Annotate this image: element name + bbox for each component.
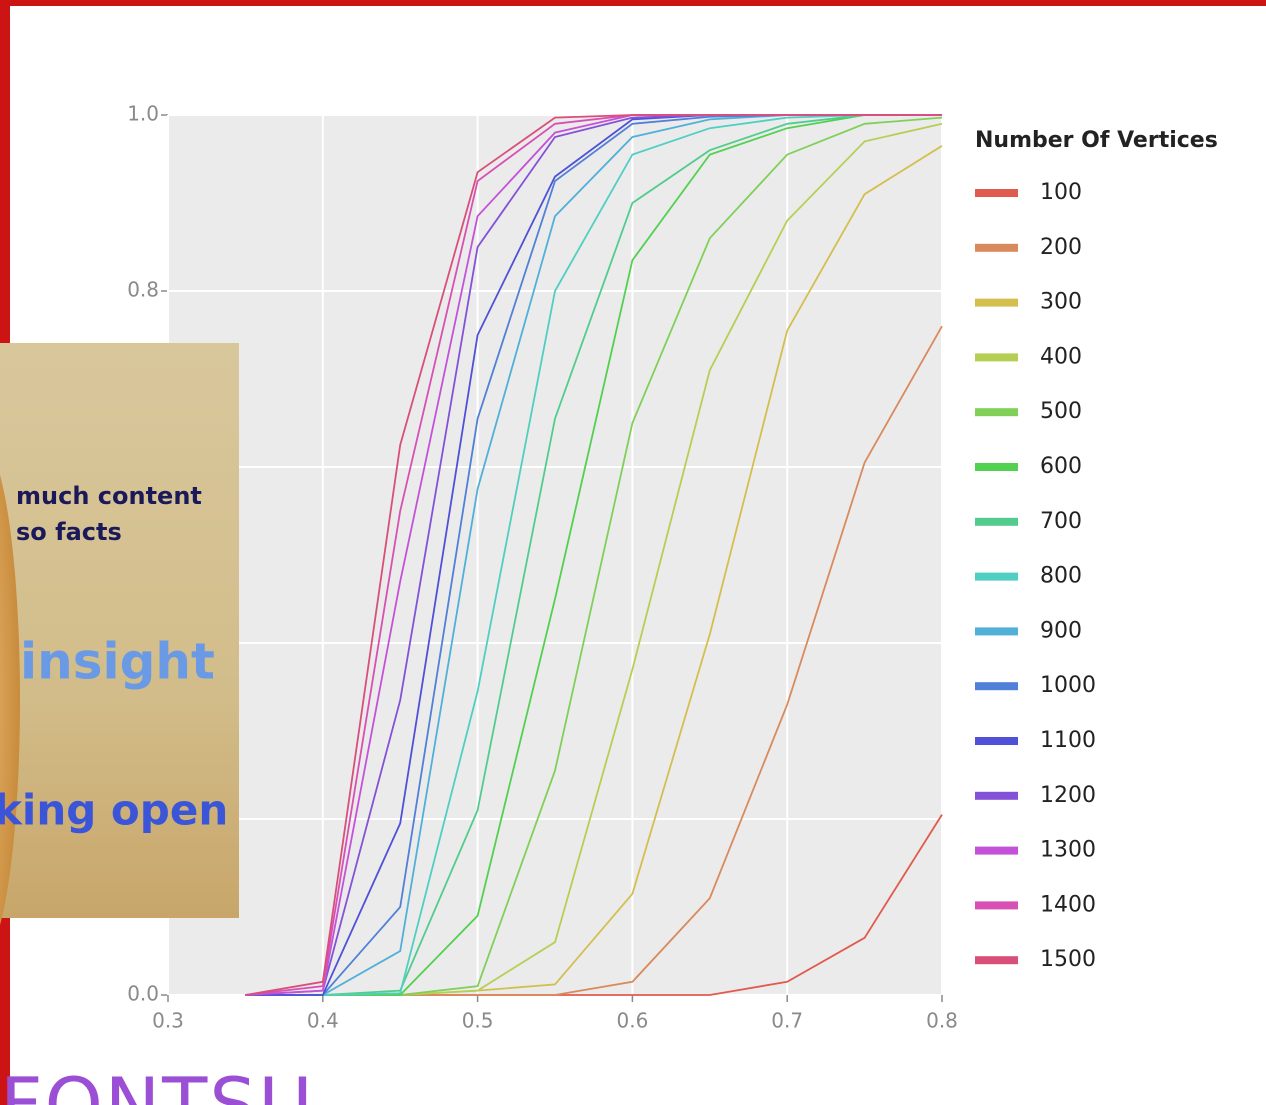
legend-label: 1300 (1040, 838, 1096, 863)
legend-label: 200 (1040, 235, 1082, 260)
caption: king open (0, 786, 228, 835)
legend-label: 1200 (1040, 783, 1096, 808)
legend-swatch (975, 189, 1018, 197)
legend-label: 400 (1040, 344, 1082, 369)
legend-swatch (975, 791, 1018, 800)
legend-swatch (975, 682, 1018, 691)
x-tick-label: 0.5 (462, 1009, 494, 1033)
caption: much content (16, 482, 202, 510)
x-tick-label: 0.3 (152, 1009, 184, 1033)
footer-text: FONTSU (0, 1063, 315, 1105)
legend-swatch (975, 408, 1018, 417)
x-tick-label: 0.4 (307, 1009, 339, 1033)
legend-swatch (975, 243, 1018, 252)
legend-label: 900 (1040, 618, 1082, 643)
y-tick-label: 0.8 (127, 278, 159, 302)
series-line (245, 114, 942, 996)
dog (0, 474, 20, 926)
x-tick-label: 0.7 (771, 1009, 803, 1033)
legend-label: 1400 (1040, 892, 1096, 917)
legend-label: 700 (1040, 509, 1082, 534)
legend-swatch (975, 901, 1018, 910)
x-tick-label: 0.6 (616, 1009, 648, 1033)
legend-label: 1100 (1040, 728, 1096, 753)
legend-label: 500 (1040, 399, 1082, 424)
legend-label: 300 (1040, 290, 1082, 315)
legend-label: 800 (1040, 564, 1082, 589)
legend-label: 1000 (1040, 673, 1096, 698)
x-tick-label: 0.8 (926, 1009, 958, 1033)
legend-label: 1500 (1040, 947, 1096, 972)
legend-swatch (975, 517, 1018, 526)
legend-label: 100 (1040, 180, 1082, 205)
legend-swatch (975, 956, 1018, 965)
plot-area (168, 115, 942, 995)
legend-swatch (975, 846, 1018, 855)
legend-swatch (975, 627, 1018, 636)
y-tick-label: 0.0 (127, 982, 159, 1006)
legend-swatch (975, 298, 1018, 307)
top-border (0, 0, 1266, 6)
legend-swatch (975, 463, 1018, 471)
legend-label: 600 (1040, 454, 1082, 479)
legend-title: Number Of Vertices (975, 128, 1218, 153)
series-line (245, 114, 942, 996)
legend-swatch (975, 737, 1018, 745)
legend-swatch (975, 353, 1018, 362)
doge-image: much content so facts insight king open (0, 343, 239, 926)
legend-swatch (975, 572, 1018, 581)
caption: insight (20, 633, 215, 691)
series-line (245, 114, 942, 996)
image-background (0, 343, 239, 918)
caption: so facts (16, 518, 122, 546)
y-tick-label: 1.0 (127, 102, 159, 126)
